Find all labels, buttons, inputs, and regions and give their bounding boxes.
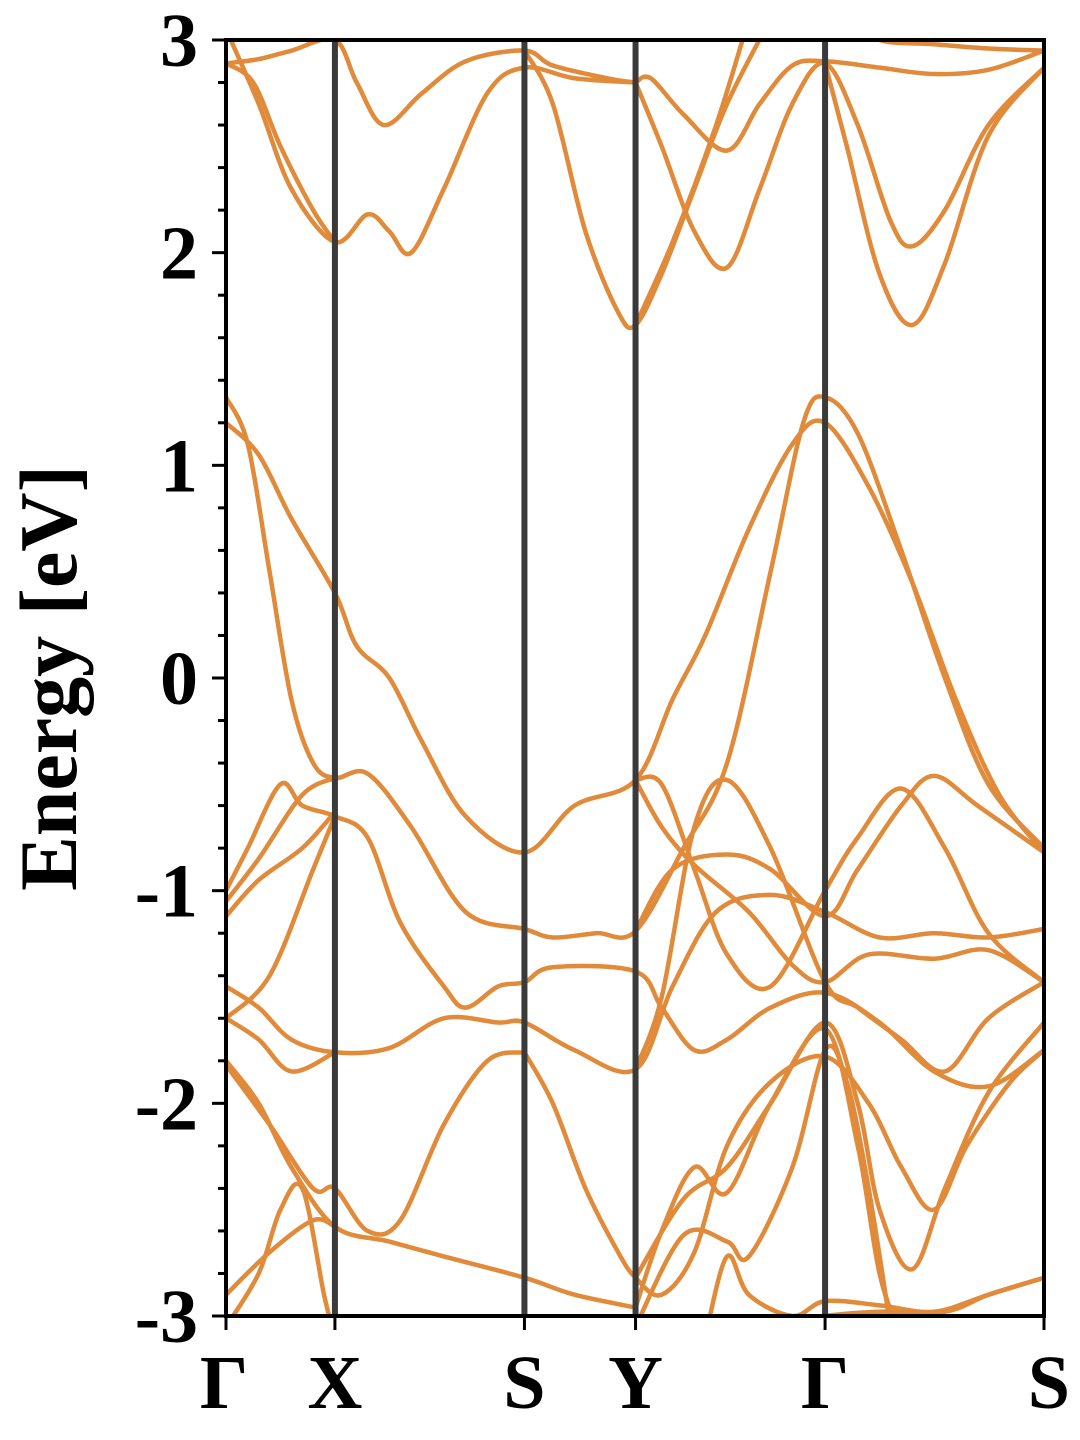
- band-line-7: [633, 61, 1044, 272]
- band-line-30: [707, 1253, 1044, 1316]
- band-line-8: [822, 61, 1044, 328]
- y-axis-ticks: 3 2 1 0 -1 -2 -3: [135, 0, 226, 1359]
- band-line-17: [226, 1016, 338, 1074]
- band-line-22: [230, 1181, 332, 1316]
- band-line-24: [633, 773, 1044, 934]
- kpoint-label: X: [307, 1341, 362, 1425]
- band-line-31: [811, 1275, 1044, 1316]
- band-line-29: [638, 1043, 892, 1316]
- y-tick-label: -1: [135, 850, 198, 934]
- y-tick-label: 3: [160, 0, 198, 83]
- kpoint-label: Γ: [801, 1341, 849, 1425]
- band-line-18: [522, 1047, 1044, 1298]
- band-line-3: [226, 61, 338, 245]
- bands-layer: [226, 40, 1044, 1316]
- kpoint-label: Γ: [200, 1341, 248, 1425]
- band-line-19: [226, 1058, 638, 1310]
- band-line-13: [226, 775, 338, 904]
- band-line-20: [226, 1050, 527, 1237]
- kpoint-dividers: [331, 40, 829, 1316]
- band-line-27: [633, 1020, 1044, 1280]
- band-line-10: [226, 394, 1044, 940]
- band-line-2: [228, 40, 638, 257]
- y-tick-label: 2: [160, 212, 198, 296]
- kpoint-label: S: [503, 1341, 545, 1425]
- band-line-28: [633, 1026, 896, 1316]
- y-tick-label: -2: [135, 1062, 198, 1146]
- band-line-9: [873, 40, 1044, 53]
- band-line-14: [226, 809, 338, 919]
- kpoint-label: Y: [608, 1341, 663, 1425]
- band-line-23: [633, 777, 1044, 985]
- band-line-21: [226, 1217, 338, 1297]
- band-line-5: [633, 40, 745, 328]
- band-line-11: [226, 418, 1044, 855]
- band-line-6: [633, 48, 1044, 153]
- y-axis-label: Energy [eV]: [3, 465, 94, 891]
- y-tick-label: 0: [160, 637, 198, 721]
- band-line-1: [226, 40, 638, 128]
- y-tick-label: 1: [160, 424, 198, 508]
- band-line-15: [226, 813, 338, 1021]
- kpoint-label: S: [1028, 1341, 1070, 1425]
- y-tick-label: -3: [135, 1275, 198, 1359]
